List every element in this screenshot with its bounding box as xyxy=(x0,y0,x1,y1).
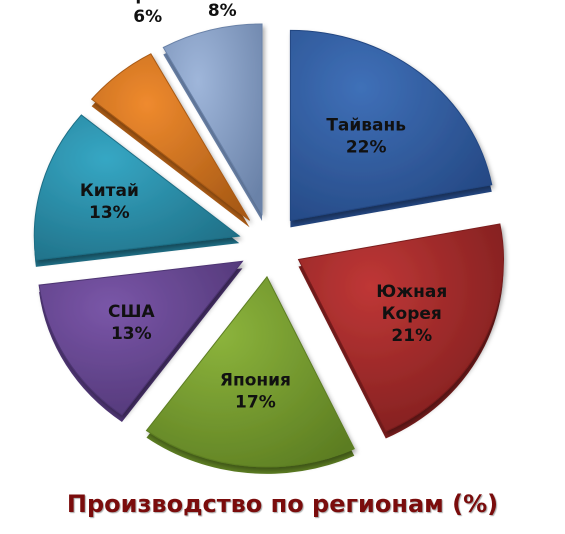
chart-title: Производство по регионам (%) xyxy=(66,490,499,518)
pie-labels: Тайвань22%ЮжнаяКорея21%Япония17%США13%Ки… xyxy=(80,0,447,412)
pie-slice xyxy=(33,114,241,261)
pie-slice xyxy=(38,260,244,416)
pie-slice xyxy=(90,53,251,221)
pie-slice-label: Европа xyxy=(113,0,182,5)
pie-slice-label: Китай xyxy=(80,181,139,201)
pie-slice xyxy=(145,275,355,468)
pie-slice-label: США xyxy=(108,302,155,322)
pie-slice-value: 6% xyxy=(133,7,162,27)
pie-slices xyxy=(33,23,504,474)
pie-slice xyxy=(297,223,504,433)
pie-slice xyxy=(162,23,263,216)
pie-slice-value: 13% xyxy=(89,203,130,223)
pie-slice-label: Южная xyxy=(376,282,447,302)
pie-slice-value: 13% xyxy=(111,324,152,344)
pie-slice-value: 8% xyxy=(208,1,237,21)
pie-slice-label: Корея xyxy=(382,304,442,324)
pie-slice-label: Тайвань xyxy=(326,115,406,135)
pie-slice xyxy=(289,29,493,221)
pie-slice-value: 17% xyxy=(235,392,276,412)
pie-slice-label: Япония xyxy=(220,370,291,390)
pie-slice-value: 21% xyxy=(391,326,432,346)
pie-slice-value: 22% xyxy=(346,137,387,157)
